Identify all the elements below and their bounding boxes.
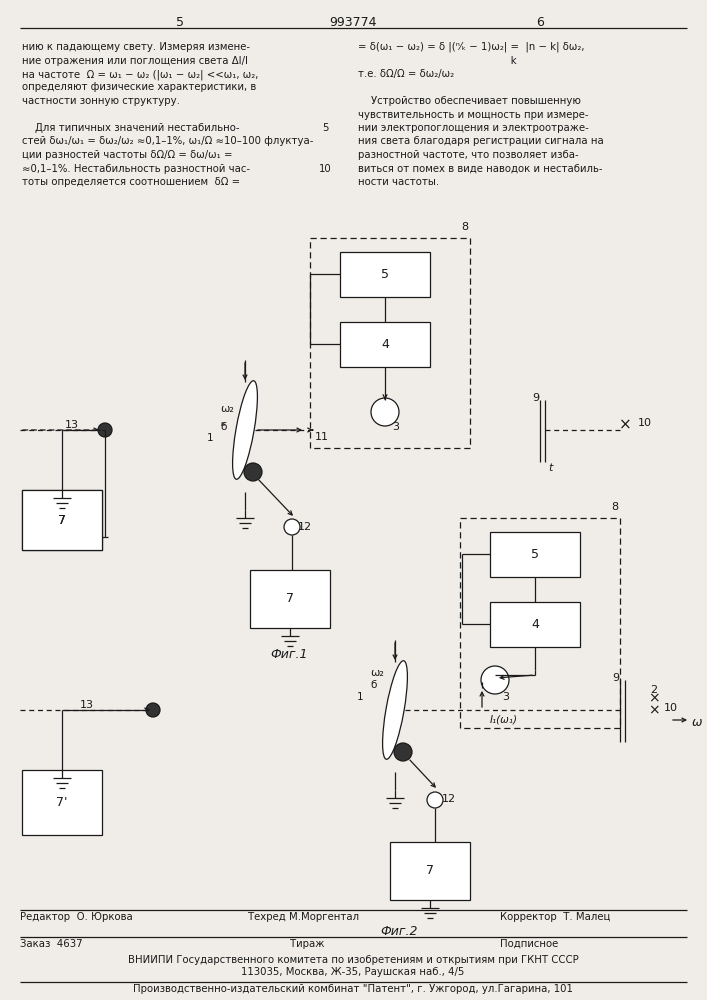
Text: б: б	[220, 422, 226, 432]
Bar	[22, 490, 102, 550]
Text: разностной частоте, что позволяет изба-: разностной частоте, что позволяет изба-	[358, 150, 578, 160]
Text: 6: 6	[536, 16, 544, 29]
Text: 10: 10	[664, 703, 678, 713]
Text: стей δω₁/ω₁ = δω₂/ω₂ ≈0,1–1%, ω₁/Ω ≈10–100 флуктуа-: стей δω₁/ω₁ = δω₂/ω₂ ≈0,1–1%, ω₁/Ω ≈10–1…	[22, 136, 313, 146]
Text: 7: 7	[286, 592, 294, 605]
Bar	[390, 842, 470, 900]
Text: ω: ω	[692, 716, 703, 729]
Text: 10: 10	[319, 163, 332, 174]
Text: ω₂: ω₂	[220, 404, 234, 414]
Text: ние отражения или поглощения света ΔI/I: ние отражения или поглощения света ΔI/I	[22, 55, 248, 66]
Text: 4: 4	[531, 618, 539, 631]
Bar	[250, 570, 330, 628]
Text: ции разностей частоты δΩ/Ω = δω/ω₁ =: ции разностей частоты δΩ/Ω = δω/ω₁ =	[22, 150, 233, 160]
Text: 993774: 993774	[329, 16, 377, 29]
Text: ᴮ: ᴮ	[220, 422, 224, 432]
Text: ×: ×	[648, 703, 660, 717]
Text: 3: 3	[392, 422, 399, 432]
Text: 9: 9	[612, 673, 619, 683]
Text: 7: 7	[426, 864, 434, 878]
Text: 8: 8	[611, 502, 618, 512]
Text: ×: ×	[648, 691, 660, 705]
Circle shape	[481, 666, 509, 694]
Text: Фиг.2: Фиг.2	[380, 925, 418, 938]
Text: 5: 5	[381, 268, 389, 281]
Text: ности частоты.: ности частоты.	[358, 177, 439, 187]
Text: 113035, Москва, Ж-35, Раушская наб., 4/5: 113035, Москва, Ж-35, Раушская наб., 4/5	[241, 967, 464, 977]
Bar	[22, 490, 102, 550]
Circle shape	[146, 703, 160, 717]
Text: 7: 7	[58, 514, 66, 526]
Text: 7': 7'	[57, 796, 68, 809]
Ellipse shape	[382, 661, 407, 759]
Bar	[490, 532, 580, 577]
Text: = δ(ω₁ − ω₂) = δ |(​ⁿ⁄ₖ − 1)ω₂| =  |n − k| δω₂,: = δ(ω₁ − ω₂) = δ |(​ⁿ⁄ₖ − 1)ω₂| = |n − k…	[358, 42, 585, 52]
Text: 5: 5	[322, 123, 328, 133]
Text: нии электропоглощения и электроотраже-: нии электропоглощения и электроотраже-	[358, 123, 589, 133]
Text: Подписное: Подписное	[500, 939, 559, 949]
Circle shape	[371, 398, 399, 426]
Text: I₁(ω₁): I₁(ω₁)	[490, 715, 518, 725]
Text: б: б	[370, 680, 376, 690]
Text: ×: ×	[619, 418, 631, 432]
Text: Корректор  Т. Малец: Корректор Т. Малец	[500, 912, 610, 922]
Text: 12: 12	[442, 794, 456, 804]
Text: 5: 5	[531, 548, 539, 561]
Text: Заказ  4637: Заказ 4637	[20, 939, 83, 949]
Text: Фиг.1: Фиг.1	[270, 648, 308, 661]
Circle shape	[427, 792, 443, 808]
Text: Техред М.Моргентал: Техред М.Моргентал	[248, 912, 359, 922]
Text: Производственно-издательский комбинат "Патент", г. Ужгород, ул.Гагарина, 101: Производственно-издательский комбинат "П…	[133, 984, 573, 994]
Text: Устройство обеспечивает повышенную: Устройство обеспечивает повышенную	[358, 96, 581, 106]
Ellipse shape	[233, 381, 257, 479]
Text: Тираж: Тираж	[290, 939, 325, 949]
Text: тоты определяется соотношением  δΩ =: тоты определяется соотношением δΩ =	[22, 177, 240, 187]
Circle shape	[244, 463, 262, 481]
Text: 10: 10	[638, 418, 652, 428]
Circle shape	[98, 423, 112, 437]
Text: 7: 7	[58, 514, 66, 526]
Bar	[340, 322, 430, 367]
Text: 9: 9	[532, 393, 539, 403]
Text: 13: 13	[65, 420, 79, 430]
Text: ВНИИПИ Государственного комитета по изобретениям и открытиям при ГКНТ СССР: ВНИИПИ Государственного комитета по изоб…	[128, 955, 578, 965]
Text: k: k	[358, 55, 517, 66]
Text: ≈0,1–1%. Нестабильность разностной час-: ≈0,1–1%. Нестабильность разностной час-	[22, 163, 250, 174]
Text: определяют физические характеристики, в: определяют физические характеристики, в	[22, 83, 256, 93]
Text: 5: 5	[176, 16, 184, 29]
Text: 2: 2	[650, 685, 657, 695]
Text: 4: 4	[381, 338, 389, 351]
Text: на частоте  Ω = ω₁ − ω₂ (|ω₁ − ω₂| <<ω₁, ω₂,: на частоте Ω = ω₁ − ω₂ (|ω₁ − ω₂| <<ω₁, …	[22, 69, 258, 80]
Text: ния света благодаря регистрации сигнала на: ния света благодаря регистрации сигнала …	[358, 136, 604, 146]
Text: т.е. δΩ/Ω = δω₂/ω₂: т.е. δΩ/Ω = δω₂/ω₂	[358, 69, 454, 79]
Text: чувствительность и мощность при измере-: чувствительность и мощность при измере-	[358, 109, 588, 119]
Text: Редактор  О. Юркова: Редактор О. Юркова	[20, 912, 133, 922]
Text: ω₂: ω₂	[370, 668, 384, 678]
Bar	[340, 252, 430, 297]
Text: нию к падающему свету. Измеряя измене-: нию к падающему свету. Измеряя измене-	[22, 42, 250, 52]
Circle shape	[284, 519, 300, 535]
Text: 12: 12	[298, 522, 312, 532]
Text: 1: 1	[357, 692, 363, 702]
Text: 3: 3	[502, 692, 509, 702]
Text: 11: 11	[315, 432, 329, 442]
Text: 1: 1	[207, 433, 214, 443]
Bar	[490, 602, 580, 647]
Text: виться от помех в виде наводок и нестабиль-: виться от помех в виде наводок и нестаби…	[358, 163, 602, 174]
Bar	[460, 518, 620, 728]
Bar	[22, 770, 102, 835]
Text: частности зонную структуру.: частности зонную структуру.	[22, 96, 180, 106]
Text: 13: 13	[80, 700, 94, 710]
Circle shape	[394, 743, 412, 761]
Text: t: t	[548, 463, 552, 473]
Text: 8: 8	[461, 222, 468, 232]
Text: Для типичных значений нестабильно-: Для типичных значений нестабильно-	[22, 123, 240, 133]
Bar	[310, 238, 470, 448]
